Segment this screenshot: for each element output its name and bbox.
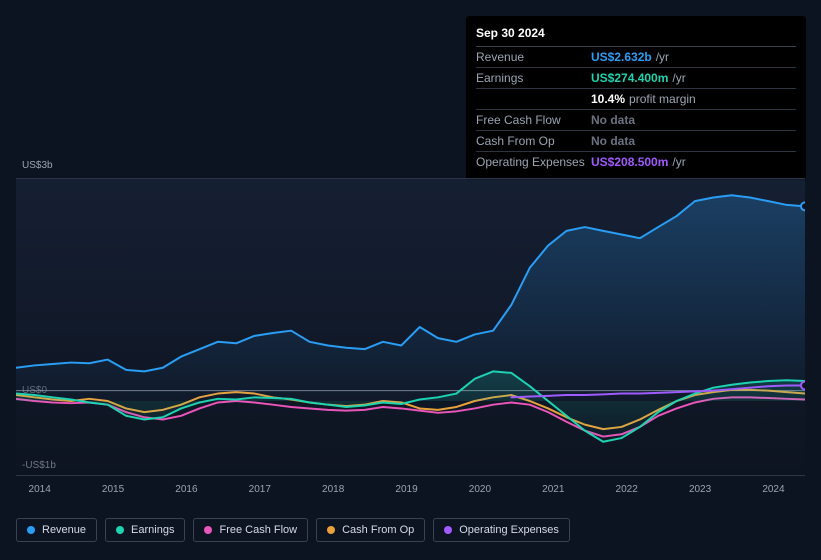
tooltip-row-label: Free Cash Flow bbox=[476, 113, 591, 127]
tooltip-row-value: US$274.400m/yr bbox=[591, 71, 796, 85]
legend-label: Cash From Op bbox=[342, 524, 414, 536]
tooltip-row-value: US$2.632b/yr bbox=[591, 50, 796, 64]
legend-label: Earnings bbox=[131, 524, 174, 536]
tooltip-date: Sep 30 2024 bbox=[476, 24, 796, 46]
tooltip-row: Free Cash FlowNo data bbox=[476, 109, 796, 130]
legend-dot-icon bbox=[27, 526, 35, 534]
tooltip-row-label bbox=[476, 92, 591, 106]
tooltip-row: EarningsUS$274.400m/yr bbox=[476, 67, 796, 88]
y-axis-max: US$3b bbox=[22, 160, 53, 171]
legend-item[interactable]: Operating Expenses bbox=[433, 518, 570, 542]
x-axis-tick: 2020 bbox=[469, 484, 491, 495]
tooltip-row-label: Revenue bbox=[476, 50, 591, 64]
x-axis-tick: 2022 bbox=[616, 484, 638, 495]
legend-dot-icon bbox=[116, 526, 124, 534]
legend-label: Operating Expenses bbox=[459, 524, 559, 536]
x-axis-tick: 2015 bbox=[102, 484, 124, 495]
x-axis-tick: 2021 bbox=[542, 484, 564, 495]
tooltip-row-value: No data bbox=[591, 113, 796, 127]
tooltip-row-value: US$208.500m/yr bbox=[591, 155, 796, 169]
x-axis-tick: 2014 bbox=[29, 484, 51, 495]
legend-item[interactable]: Revenue bbox=[16, 518, 97, 542]
legend-dot-icon bbox=[327, 526, 335, 534]
x-axis-tick: 2023 bbox=[689, 484, 711, 495]
tooltip-row-value: No data bbox=[591, 134, 796, 148]
tooltip-row: RevenueUS$2.632b/yr bbox=[476, 46, 796, 67]
x-axis-tick: 2017 bbox=[249, 484, 271, 495]
tooltip-row-value: 10.4%profit margin bbox=[591, 92, 796, 106]
legend-label: Revenue bbox=[42, 524, 86, 536]
tooltip-row-label: Cash From Op bbox=[476, 134, 591, 148]
x-axis-tick: 2024 bbox=[762, 484, 784, 495]
x-axis-tick: 2019 bbox=[395, 484, 417, 495]
chart-plot-area[interactable] bbox=[16, 178, 805, 476]
legend-item[interactable]: Free Cash Flow bbox=[193, 518, 308, 542]
tooltip-row-label: Operating Expenses bbox=[476, 155, 591, 169]
x-axis: 2014 2015 2016 2017 2018 2019 2020 2021 2022 2023… bbox=[16, 484, 805, 500]
x-axis-tick: 2018 bbox=[322, 484, 344, 495]
legend-label: Free Cash Flow bbox=[219, 524, 297, 536]
tooltip-row-label: Earnings bbox=[476, 71, 591, 85]
tooltip-row: Cash From OpNo data bbox=[476, 130, 796, 151]
legend-dot-icon bbox=[204, 526, 212, 534]
legend-item[interactable]: Earnings bbox=[105, 518, 185, 542]
legend: Revenue Earnings Free Cash Flow Cash From O… bbox=[16, 518, 570, 542]
tooltip-row: Operating ExpensesUS$208.500m/yr bbox=[476, 151, 796, 172]
legend-item[interactable]: Cash From Op bbox=[316, 518, 425, 542]
legend-dot-icon bbox=[444, 526, 452, 534]
x-axis-tick: 2016 bbox=[175, 484, 197, 495]
tooltip-card: Sep 30 2024 RevenueUS$2.632b/yrEarningsU… bbox=[466, 16, 806, 180]
tooltip-row: 10.4%profit margin bbox=[476, 88, 796, 109]
